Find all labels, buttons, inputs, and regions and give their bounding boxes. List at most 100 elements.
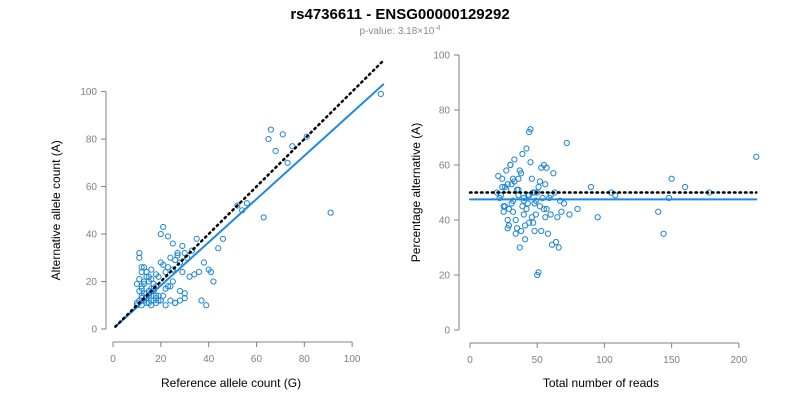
data-point	[566, 211, 573, 218]
data-point	[160, 292, 167, 299]
data-point	[162, 302, 169, 309]
data-point	[152, 292, 160, 299]
data-point	[143, 268, 150, 276]
data-point	[543, 205, 550, 213]
data-point	[503, 167, 510, 174]
data-point	[527, 126, 534, 133]
x-tick-label: 0	[110, 354, 116, 365]
data-point	[563, 139, 570, 147]
data-point	[377, 90, 384, 98]
data-point	[198, 297, 205, 304]
data-point	[522, 222, 529, 229]
data-point	[520, 197, 527, 204]
data-point	[550, 170, 557, 177]
data-point	[546, 194, 553, 202]
data-point	[176, 287, 184, 295]
data-point	[503, 186, 510, 193]
data-point	[327, 209, 334, 216]
y-axis-label-left: Alternative allele count (A)	[49, 140, 63, 280]
data-point	[547, 211, 554, 218]
x-tick-label: 150	[663, 355, 680, 366]
data-point	[143, 299, 150, 306]
data-point	[523, 145, 530, 152]
data-point	[164, 264, 172, 271]
data-point	[164, 233, 172, 240]
data-point	[520, 211, 527, 218]
data-point	[243, 200, 251, 207]
data-point	[508, 200, 515, 207]
data-point	[524, 200, 531, 207]
data-point	[138, 285, 145, 292]
data-point	[505, 205, 513, 213]
data-point	[555, 244, 562, 251]
x-tick-label: 200	[730, 355, 747, 366]
data-point	[519, 150, 526, 158]
data-point	[512, 230, 519, 237]
data-point	[167, 254, 174, 261]
data-point	[174, 249, 181, 257]
subtitle-exponent: -4	[434, 25, 440, 32]
data-point	[535, 183, 542, 191]
data-point	[167, 297, 174, 304]
data-point	[535, 269, 542, 276]
x-axis-label-left: Reference allele count (G)	[161, 376, 301, 390]
x-tick-label: 50	[532, 355, 544, 366]
data-point	[540, 205, 548, 213]
data-point	[181, 249, 188, 257]
data-point	[176, 297, 184, 304]
data-point	[497, 192, 505, 199]
data-point	[532, 211, 539, 218]
data-point	[193, 235, 200, 242]
data-point	[260, 214, 267, 221]
data-point	[176, 259, 184, 266]
y-tick-label: 40	[439, 216, 451, 227]
data-point	[157, 297, 164, 304]
data-point	[167, 283, 174, 290]
data-point	[181, 295, 188, 302]
data-point	[234, 202, 241, 209]
data-point	[140, 264, 148, 271]
data-point	[203, 302, 210, 309]
scatter-panel-percentage: 0 50 100 150 200 0 20 40 60 80 100 Total number of …	[409, 51, 760, 390]
data-point	[265, 135, 272, 143]
data-point	[536, 203, 543, 210]
data-point	[160, 223, 167, 231]
data-point	[542, 181, 549, 188]
y-axis-label-right: Percentage alternative (A)	[409, 123, 423, 262]
data-point	[172, 257, 179, 264]
data-point	[172, 299, 179, 306]
data-point	[531, 200, 538, 207]
data-point	[162, 268, 169, 276]
data-point	[527, 159, 534, 166]
data-point	[136, 249, 143, 257]
data-point	[530, 219, 537, 226]
data-point	[523, 205, 530, 213]
data-point	[552, 238, 560, 246]
data-point	[155, 273, 162, 280]
data-point	[219, 235, 227, 242]
data-point	[140, 278, 148, 285]
data-point	[512, 216, 519, 224]
data-point	[501, 203, 509, 210]
data-point	[660, 230, 667, 237]
data-point	[528, 214, 535, 221]
data-point	[507, 161, 514, 169]
fit-line-left	[114, 83, 385, 328]
x-axis-label-right: Total number of reads	[543, 376, 659, 390]
x-tick-label: 60	[251, 354, 263, 365]
data-point	[195, 268, 203, 276]
data-point	[668, 175, 675, 182]
data-point	[520, 194, 527, 202]
subtitle-label: p-value: 3.18×10	[359, 26, 434, 37]
data-point	[504, 181, 511, 188]
data-point	[160, 261, 167, 269]
data-point	[560, 200, 568, 207]
data-point	[543, 164, 550, 171]
y-tick-label: 40	[86, 230, 98, 241]
data-point	[528, 175, 535, 182]
data-point	[538, 227, 545, 235]
data-point	[519, 203, 526, 210]
chart-subtitle: p-value: 3.18×10-4	[359, 25, 440, 37]
data-point	[140, 280, 148, 287]
data-point	[500, 208, 507, 215]
